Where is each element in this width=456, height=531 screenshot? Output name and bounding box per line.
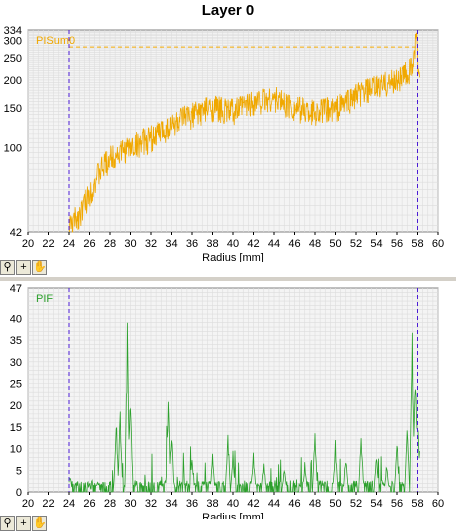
x-tick-label: 38	[206, 238, 218, 250]
x-tick-label: 60	[432, 498, 444, 510]
x-tick-label: 52	[350, 498, 362, 510]
x-tick-label: 50	[329, 238, 341, 250]
x-tick-label: 48	[309, 238, 321, 250]
x-tick-label: 20	[22, 238, 34, 250]
x-tick-label: 58	[411, 238, 423, 250]
x-tick-label: 24	[63, 238, 75, 250]
x-tick-label: 36	[186, 498, 198, 510]
x-tick-label: 46	[288, 498, 300, 510]
y-tick-label: 100	[4, 142, 22, 154]
x-tick-label: 26	[83, 238, 95, 250]
x-tick-label: 50	[329, 498, 341, 510]
y-tick-label: 334	[4, 25, 22, 37]
x-tick-label: 60	[432, 238, 444, 250]
zoom-icon[interactable]: ⚲	[0, 516, 15, 531]
y-tick-label: 42	[10, 227, 22, 239]
x-tick-label: 24	[63, 498, 75, 510]
x-tick-label: 32	[145, 498, 157, 510]
y-tick-label: 0	[16, 487, 22, 499]
pan-hand-icon[interactable]: ✋	[32, 260, 47, 275]
x-tick-label: 54	[370, 238, 382, 250]
y-tick-label: 20	[10, 400, 22, 412]
legend-PISum0: PISum0	[36, 35, 75, 47]
x-tick-label: 40	[227, 498, 239, 510]
x-tick-label: 58	[411, 498, 423, 510]
x-tick-label: 30	[124, 498, 136, 510]
x-tick-label: 44	[268, 498, 280, 510]
chart-panel-pisum: 20 22 24 26 28 30 32 34 36 38 40 42 44 46 48 50 52 54 56 58…	[0, 22, 456, 277]
x-tick-label: 20	[22, 498, 34, 510]
y-tick-label: 30	[10, 357, 22, 369]
x-tick-label: 56	[391, 498, 403, 510]
x-tick-label: 48	[309, 498, 321, 510]
y-tick-label: 25	[10, 378, 22, 390]
crosshair-icon[interactable]: +	[16, 516, 31, 531]
chart-toolbar-top: ⚲ + ✋	[0, 260, 47, 275]
y-tick-label: 47	[10, 283, 22, 295]
legend-PIF: PIF	[36, 293, 53, 305]
x-tick-label: 28	[104, 238, 116, 250]
panel-divider[interactable]	[0, 277, 456, 281]
x-axis-label: Radius [mm]	[202, 512, 264, 519]
window-title: Layer 0	[0, 0, 456, 23]
pisum-chart[interactable]: 20 22 24 26 28 30 32 34 36 38 40 42 44 46 48 50 52 54 56 58…	[0, 22, 456, 264]
x-tick-label: 36	[186, 238, 198, 250]
pif-chart[interactable]: 20 22 24 26 28 30 32 34 36 38 40 42 44 46 48 50 52 54 56 58…	[0, 281, 456, 524]
x-tick-label: 30	[124, 238, 136, 250]
x-tick-label: 38	[206, 498, 218, 510]
x-tick-label: 44	[268, 238, 280, 250]
x-tick-label: 32	[145, 238, 157, 250]
series-line-PIF	[68, 322, 420, 493]
x-tick-label: 34	[165, 498, 177, 510]
x-tick-label: 28	[104, 498, 116, 510]
y-tick-label: 250	[4, 53, 22, 65]
y-tick-label: 200	[4, 75, 22, 87]
x-tick-label: 42	[247, 238, 259, 250]
y-tick-label: 5	[16, 465, 22, 477]
x-tick-label: 42	[247, 498, 259, 510]
x-tick-label: 56	[391, 238, 403, 250]
x-tick-label: 52	[350, 238, 362, 250]
y-tick-label: 40	[10, 313, 22, 325]
x-tick-label: 26	[83, 498, 95, 510]
zoom-icon[interactable]: ⚲	[0, 260, 15, 275]
y-tick-label: 10	[10, 444, 22, 456]
x-tick-label: 34	[165, 238, 177, 250]
y-tick-label: 300	[4, 35, 22, 47]
chart-panel-pif: 20 22 24 26 28 30 32 34 36 38 40 42 44 46 48 50 52 54 56 58…	[0, 281, 456, 531]
pan-hand-icon[interactable]: ✋	[32, 516, 47, 531]
crosshair-icon[interactable]: +	[16, 260, 31, 275]
chart-toolbar-bottom: ⚲ + ✋	[0, 516, 47, 531]
series-line-PISum0	[68, 32, 420, 233]
x-tick-label: 40	[227, 238, 239, 250]
y-tick-label: 15	[10, 422, 22, 434]
y-tick-label: 150	[4, 103, 22, 115]
x-tick-label: 54	[370, 498, 382, 510]
y-tick-label: 35	[10, 335, 22, 347]
x-tick-label: 22	[42, 498, 54, 510]
x-tick-label: 22	[42, 238, 54, 250]
x-axis-label: Radius [mm]	[202, 252, 264, 262]
x-tick-label: 46	[288, 238, 300, 250]
